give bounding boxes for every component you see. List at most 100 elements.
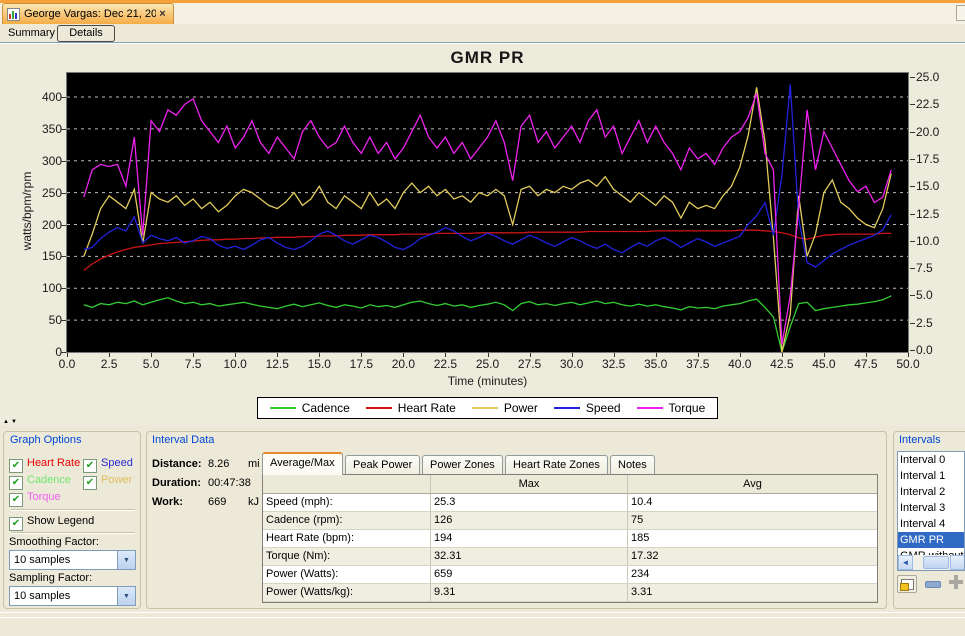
legend-label: Heart Rate xyxy=(397,401,456,415)
scroll-left-arrow-icon[interactable]: ◄ xyxy=(898,555,913,570)
interval-list-item[interactable]: Interval 1 xyxy=(900,470,946,482)
sampling-factor-select[interactable]: 10 samples ▼ xyxy=(9,586,136,606)
y-right-tick-label: 0.0 xyxy=(916,343,933,357)
table-row[interactable]: Heart Rate (bpm): 194 185 xyxy=(263,530,877,548)
tabstrip-overflow-button[interactable] xyxy=(956,5,965,21)
checkbox-power[interactable]: ✔ Power xyxy=(83,474,132,490)
tab-heart-rate-zones[interactable]: Heart Rate Zones xyxy=(505,455,608,475)
stat-row: Duration: 00:47:38 xyxy=(152,477,251,489)
table-header-row: Max Avg xyxy=(263,475,877,494)
tab-average-max[interactable]: Average/Max xyxy=(262,452,343,475)
x-tick-label: 15.0 xyxy=(307,357,331,371)
bar-chart-icon xyxy=(7,7,20,21)
y-right-tick-label: 22.5 xyxy=(916,97,940,112)
y-left-tick-label: 400 xyxy=(41,90,62,104)
status-bar xyxy=(0,617,965,636)
legend-label: Power xyxy=(503,401,538,415)
average-max-table: Max Avg Speed (mph): 25.3 10.4 Cadence (rpm… xyxy=(262,474,878,603)
checkbox-cadence[interactable]: ✔ Cadence xyxy=(9,474,71,490)
series-speed xyxy=(83,84,892,268)
close-icon[interactable]: × xyxy=(159,8,166,20)
tab-power-zones[interactable]: Power Zones xyxy=(422,455,503,475)
y-right-tickmark xyxy=(910,131,915,133)
y-right-tick-label: 15.0 xyxy=(916,179,940,194)
checkbox-show-legend[interactable]: ✔ Show Legend xyxy=(9,515,94,531)
graph-options-title: Graph Options xyxy=(10,434,82,446)
view-toggle-bar: Summary Details xyxy=(0,24,965,42)
x-tickmark xyxy=(655,353,657,357)
splitter-collapse-handle[interactable]: ▲▼ xyxy=(3,419,19,425)
stat-unit: kJ xyxy=(248,496,259,508)
x-tickmark xyxy=(908,353,909,357)
interval-list-item[interactable]: Interval 3 xyxy=(900,502,946,514)
checkbox-checked-icon[interactable]: ✔ xyxy=(9,459,23,473)
remove-interval-button[interactable] xyxy=(925,581,941,588)
y-right-tickmark xyxy=(910,104,915,106)
x-tickmark xyxy=(67,353,68,357)
scrollbar-thumb[interactable] xyxy=(923,556,949,569)
interval-list-item[interactable]: Interval 2 xyxy=(900,486,946,498)
chart-plot-area[interactable] xyxy=(66,72,909,353)
y-left-tick-label: 100 xyxy=(41,281,62,296)
checkbox-checked-icon[interactable]: ✔ xyxy=(83,459,97,473)
chevron-down-icon[interactable]: ▼ xyxy=(117,551,135,569)
checkbox-checked-icon[interactable]: ✔ xyxy=(9,476,23,490)
view-details-button[interactable]: Details xyxy=(57,25,115,42)
checkbox-label: Show Legend xyxy=(27,515,95,527)
y-right-tick-label: 5.0 xyxy=(916,288,933,303)
x-tick-label: 0.0 xyxy=(58,357,76,371)
scroll-right-arrow-icon[interactable] xyxy=(950,555,964,570)
lock-interval-button[interactable] xyxy=(897,575,917,593)
checkbox-checked-icon[interactable]: ✔ xyxy=(83,476,97,490)
interval-list-item[interactable]: Interval 0 xyxy=(900,454,946,466)
checkbox-checked-icon[interactable]: ✔ xyxy=(9,493,23,507)
x-tickmark xyxy=(193,353,195,357)
table-row[interactable]: Cadence (rpm): 126 75 xyxy=(263,512,877,530)
checkbox-label: Speed xyxy=(101,457,133,469)
checkbox-label: Heart Rate xyxy=(27,457,81,469)
row-label: Speed (mph): xyxy=(263,494,431,512)
y-right-tick-label: 7.5 xyxy=(916,261,933,276)
legend-line-swatch xyxy=(365,407,392,409)
stat-value: 669 xyxy=(208,496,227,508)
series-cadence xyxy=(83,295,892,352)
view-summary[interactable]: Summary xyxy=(8,27,56,39)
row-label: Torque (Nm): xyxy=(263,548,431,566)
horizontal-scrollbar[interactable]: ◄ xyxy=(898,555,964,570)
add-interval-button[interactable] xyxy=(949,575,963,589)
y-right-tick-label: 10.0 xyxy=(916,233,940,248)
row-label: Heart Rate (bpm): xyxy=(263,530,431,548)
row-avg-value: 234 xyxy=(628,566,877,584)
stat-label: Duration: xyxy=(152,477,201,489)
checkbox-checked-icon[interactable]: ✔ xyxy=(9,517,23,531)
checkbox-torque[interactable]: ✔ Torque xyxy=(9,491,61,507)
x-tickmark xyxy=(823,353,825,357)
y-left-tick-label: 350 xyxy=(41,121,62,136)
x-tick-label: 17.5 xyxy=(349,357,374,371)
checkbox-speed[interactable]: ✔ Speed xyxy=(83,457,133,473)
legend-label: Cadence xyxy=(301,401,350,415)
interval-list-item[interactable]: GMR PR xyxy=(898,532,964,548)
y-right-tickmark xyxy=(910,295,915,297)
y-left-tick-label: 50 xyxy=(48,313,62,328)
x-tickmark xyxy=(697,353,699,357)
table-row[interactable]: Speed (mph): 25.3 10.4 xyxy=(263,494,877,512)
checkbox-heart-rate[interactable]: ✔ Heart Rate xyxy=(9,457,80,473)
intervals-list[interactable]: Interval 0 Interval 1 Interval 2 Interval 3… xyxy=(897,451,965,571)
x-tick-label: 35.0 xyxy=(644,357,668,371)
y-right-tick-label: 17.5 xyxy=(916,151,940,166)
legend-line-swatch xyxy=(269,407,296,409)
stat-label: Work: xyxy=(152,496,183,508)
tab-peak-power[interactable]: Peak Power xyxy=(345,455,421,475)
x-tickmark xyxy=(781,353,783,357)
table-row[interactable]: Torque (Nm): 32.31 17.32 xyxy=(263,548,877,566)
interval-list-item[interactable]: Interval 4 xyxy=(900,518,946,530)
tab-notes[interactable]: Notes xyxy=(610,455,655,475)
table-row[interactable]: Power (Watts/kg): 9.31 3.31 xyxy=(263,584,877,602)
row-max-value: 659 xyxy=(431,566,628,584)
document-tab[interactable]: George Vargas: Dec 21, 2008 × xyxy=(2,3,174,24)
table-row[interactable]: Power (Watts): 659 234 xyxy=(263,566,877,584)
chevron-down-icon[interactable]: ▼ xyxy=(117,587,135,605)
y-axis-left-title: watts/bpm/rpm xyxy=(20,171,34,251)
smoothing-factor-select[interactable]: 10 samples ▼ xyxy=(9,550,136,570)
